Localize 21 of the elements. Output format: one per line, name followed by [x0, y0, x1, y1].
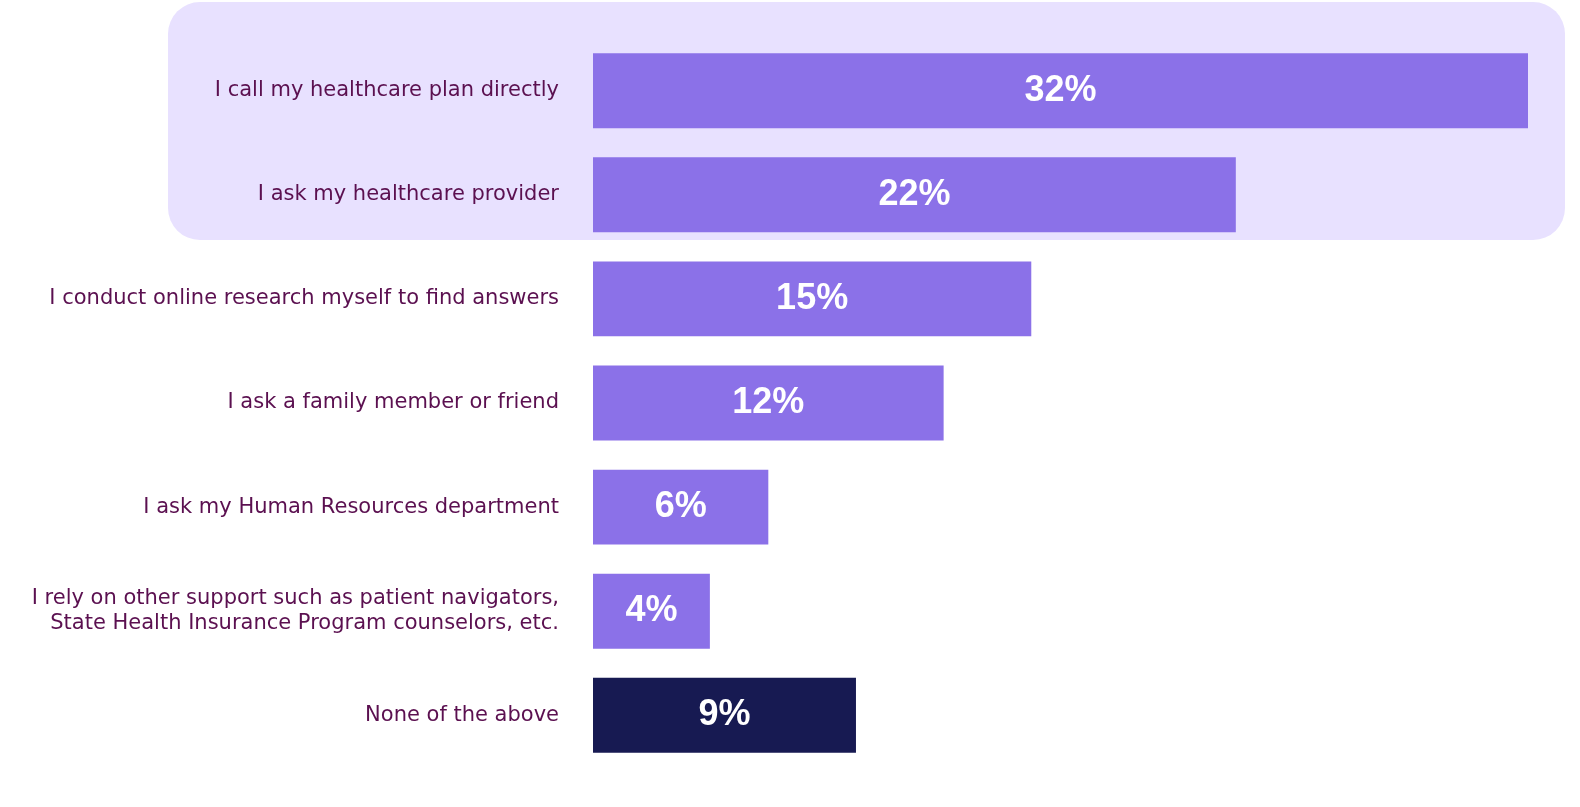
y-tick-label: I call my healthcare plan directly — [214, 77, 559, 102]
y-tick-label: I rely on other support such as patient navigators, State Health Insurance Program counselors, etc. — [31, 585, 559, 635]
bar — [593, 261, 1032, 337]
data-label: 6% — [654, 484, 707, 526]
bar — [593, 677, 856, 753]
data-label: 32% — [1024, 67, 1097, 109]
data-label: 12% — [732, 379, 805, 421]
y-tick-label: I ask my Human Resources department — [143, 493, 559, 518]
bar — [593, 157, 1236, 233]
bar — [593, 469, 769, 545]
y-tick-label: None of the above — [365, 701, 559, 726]
data-label: 15% — [776, 275, 849, 317]
data-label: 22% — [878, 171, 951, 213]
y-tick-label: I ask my healthcare provider — [257, 181, 560, 206]
bar — [593, 53, 1528, 129]
bar — [593, 365, 944, 441]
data-label: 4% — [625, 588, 678, 630]
bar — [593, 573, 710, 649]
y-tick-label: I conduct online research myself to find answers — [49, 285, 559, 310]
y-tick-label: I ask a family member or friend — [227, 389, 559, 414]
data-label: 9% — [698, 692, 751, 734]
